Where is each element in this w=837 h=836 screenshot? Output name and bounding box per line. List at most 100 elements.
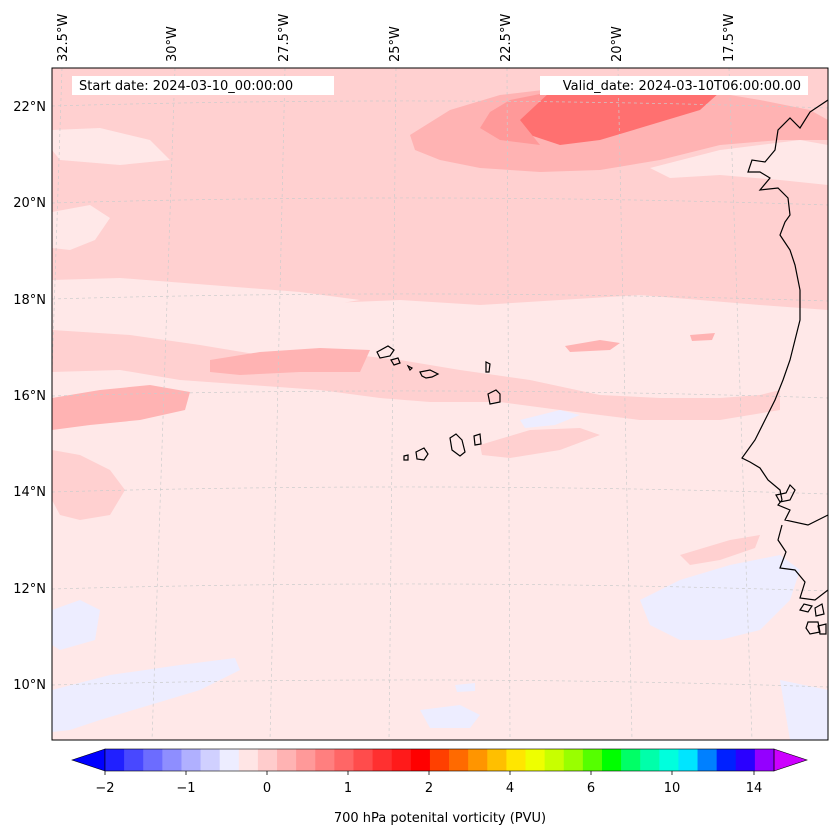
lon-label-17-5W: 17.5°W	[722, 14, 737, 62]
colorbar-extend-max	[773, 748, 808, 772]
lat-label-20N: 20°N	[13, 196, 46, 211]
colorbar-segment	[372, 749, 393, 771]
graticule-lat-22N	[52, 100, 828, 109]
island-sao-vicente	[390, 357, 401, 366]
graticule-lat-16N	[52, 390, 828, 399]
colorbar-segment	[563, 749, 584, 771]
island-santiago	[449, 433, 466, 457]
colorbar-segment	[601, 749, 622, 771]
lon-label-20W: 20°W	[610, 26, 625, 62]
colorbar-tick-label-2: 2	[425, 781, 433, 796]
island-maio	[473, 433, 482, 446]
island-santo-antao	[376, 345, 395, 359]
colorbar-segment	[754, 749, 775, 771]
pv-field-pink-west	[52, 385, 190, 430]
pv-field-pale-blue-3	[640, 555, 800, 640]
island-sal	[485, 361, 491, 373]
graticule	[52, 68, 828, 740]
pv-field-pink-east	[565, 340, 620, 352]
coastline-gambia	[775, 483, 796, 503]
colorbar-segment	[200, 749, 221, 771]
coastline-guinea-bissau	[777, 524, 828, 635]
colorbar-segment	[716, 749, 737, 771]
colorbar-segment	[315, 749, 335, 771]
pv-field-pale-blue-2	[52, 658, 240, 732]
coastline-west-africa	[741, 99, 828, 526]
lon-label-32-5W: 32.5°W	[56, 14, 71, 62]
lon-label-30W: 30°W	[165, 26, 180, 62]
colorbar-segment	[640, 749, 660, 771]
graticule-lat-20N	[52, 197, 828, 206]
colorbar-tick-label-6: 6	[587, 781, 595, 796]
island-santa-luzia	[406, 364, 414, 372]
lon-label-22-5W: 22.5°W	[499, 14, 514, 62]
pv-field-light-pink-mid	[52, 330, 780, 420]
colorbar-tick-label-minus1: −1	[176, 781, 195, 796]
start-date-box	[72, 76, 334, 95]
graticule-lon-17-5W	[728, 68, 753, 740]
valid-date-label: Valid_date: 2024-03-10T06:00:00.00	[563, 79, 801, 94]
pv-field-pale-blue-7	[455, 683, 475, 692]
colorbar-segment	[735, 749, 756, 771]
lat-label-16N: 16°N	[13, 389, 46, 404]
colorbar-segment	[277, 749, 297, 771]
graticule-lat-12N	[52, 583, 828, 592]
graticule-lon-30W	[151, 68, 176, 740]
pv-field-pale-patch-3	[650, 140, 828, 185]
colorbar-segment	[544, 749, 565, 771]
pv-field-pale-blue-4	[520, 410, 580, 428]
colorbar-segment	[353, 749, 373, 771]
start-date-label: Start date: 2024-03-10_00:00:00	[79, 79, 293, 94]
colorbar-segments	[105, 749, 775, 771]
pv-field-pale-blue-6	[780, 680, 828, 740]
graticule-lat-14N	[52, 486, 828, 495]
colorbar-segment	[582, 749, 603, 771]
pv-field-light-pink-south	[480, 428, 600, 458]
pv-field-light-pink-sw	[52, 450, 125, 520]
pv-field-pink-mid	[210, 348, 370, 375]
colorbar-ticks	[104, 771, 755, 775]
graticule-lon-22-5W	[506, 68, 511, 740]
pv-field-pale-blue-5	[420, 705, 480, 728]
lat-label-12N: 12°N	[13, 582, 46, 597]
graticule-lon-20W	[617, 68, 633, 740]
island-brava	[403, 454, 409, 461]
pv-field-pink-east-2	[690, 333, 715, 341]
colorbar-segment	[143, 749, 163, 771]
colorbar-tick-label-minus2: −2	[95, 781, 114, 796]
colorbar-segment	[162, 749, 182, 771]
lat-labels: 22°N 20°N 18°N 16°N 14°N 12°N 10°N	[13, 100, 46, 693]
colorbar-extend-min	[71, 748, 106, 772]
colorbar-tick-label-10: 10	[664, 781, 681, 796]
colorbar-segment	[296, 749, 316, 771]
colorbar-segment	[525, 749, 546, 771]
map-panel: Start date: 2024-03-10_00:00:00 Valid_da…	[52, 68, 828, 740]
pv-field-mid-pink-ring	[480, 92, 550, 145]
valid-date-box	[540, 76, 808, 95]
colorbar: −2 −1 0 1 2 4 6 10 14 700 hPa potenital …	[71, 748, 808, 826]
colorbar-segment	[257, 749, 278, 771]
lat-label-10N: 10°N	[13, 678, 46, 693]
lat-label-22N: 22°N	[13, 100, 46, 115]
colorbar-tick-label-4: 4	[506, 781, 514, 796]
colorbar-tick-label-14: 14	[746, 781, 763, 796]
colorbar-tick-labels: −2 −1 0 1 2 4 6 10 14	[95, 781, 762, 796]
graticule-lon-27-5W	[269, 68, 286, 740]
colorbar-title: 700 hPa potenital vorticity (PVU)	[334, 811, 546, 826]
island-boa-vista	[487, 389, 501, 405]
pv-field-pale-blue-1	[52, 600, 100, 650]
island-fogo	[415, 447, 429, 461]
pv-field-pale-patch-1	[52, 205, 110, 250]
island-sao-nicolau	[419, 369, 440, 379]
graticule-lat-10N	[52, 679, 828, 688]
colorbar-segment	[621, 749, 641, 771]
lon-label-25W: 25°W	[388, 26, 403, 62]
pv-field-pale-patch-4	[52, 128, 170, 165]
pv-field-pale-patch-2	[52, 278, 360, 305]
lat-label-14N: 14°N	[13, 485, 46, 500]
colorbar-segment	[506, 749, 526, 771]
map-frame	[51, 67, 829, 741]
lon-labels: 32.5°W 30°W 27.5°W 25°W 22.5°W 20°W 17.5…	[56, 14, 737, 62]
colorbar-frame	[104, 748, 775, 772]
